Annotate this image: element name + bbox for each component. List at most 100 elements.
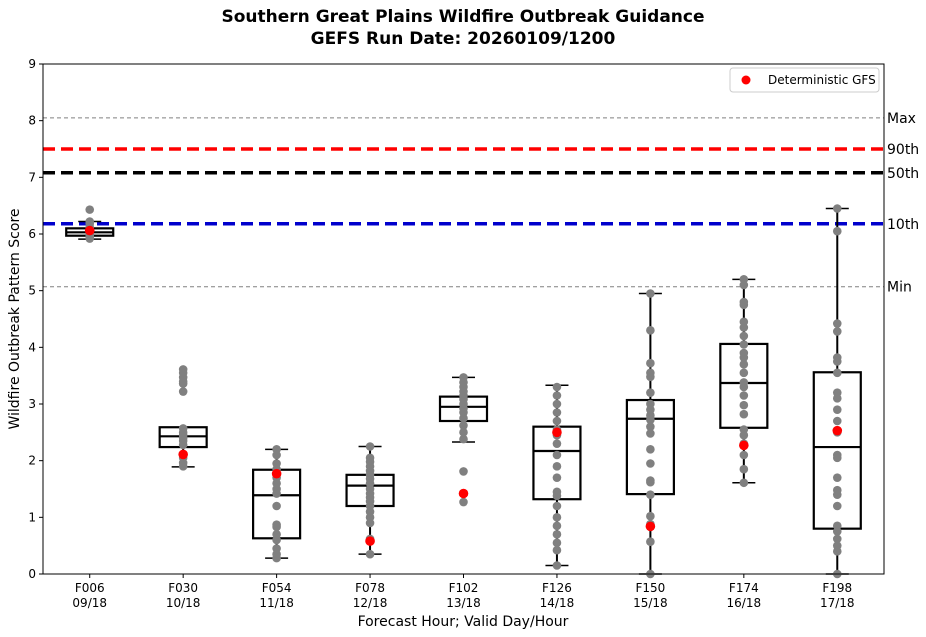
deterministic-gfs-point (365, 536, 375, 546)
ensemble-member-point (739, 382, 749, 392)
ensemble-member-point (832, 357, 842, 366)
ensemble-member-point (272, 450, 281, 460)
x-tick-hour: F102 (449, 581, 479, 595)
ensemble-member-point (552, 450, 562, 460)
x-tick-hour: F198 (822, 581, 852, 595)
ensemble-member-point (832, 490, 842, 499)
ensemble-member-point (459, 413, 468, 423)
ensemble-member-point (832, 394, 842, 403)
ensemble-member-point (739, 360, 749, 369)
ensemble-member-point (646, 326, 655, 335)
y-tick-label: 7 (28, 170, 36, 184)
ensemble-member-point (646, 511, 655, 521)
ensemble-member-point (552, 545, 562, 555)
box-f006 (65, 205, 115, 243)
ensemble-member-point (552, 382, 562, 392)
ensemble-member-point (832, 473, 842, 482)
ensemble-member-point (178, 379, 188, 388)
y-tick-label: 0 (28, 567, 36, 581)
ensemble-member-point (272, 501, 281, 511)
ensemble-member-point (739, 323, 749, 332)
x-tick-valid: 15/18 (633, 596, 668, 610)
chart-title: Southern Great Plains Wildfire Outbreak … (222, 7, 705, 27)
ensemble-member-point (272, 489, 281, 498)
ensemble-member-point (552, 439, 562, 448)
x-tick-valid: 16/18 (727, 596, 762, 610)
ensemble-member-point (739, 400, 749, 410)
ensemble-member-point (739, 391, 749, 400)
ensemble-member-point (646, 445, 655, 454)
ensemble-member-point (178, 462, 188, 471)
y-tick-label: 3 (28, 397, 36, 411)
ensemble-member-point (365, 442, 375, 451)
x-tick-valid: 17/18 (820, 596, 855, 610)
ensemble-member-point (552, 561, 562, 570)
ensemble-member-point (832, 527, 842, 536)
ensemble-member-point (646, 422, 655, 431)
ensemble-member-point (459, 467, 468, 476)
deterministic-gfs-point (552, 427, 562, 438)
deterministic-gfs-point (739, 440, 749, 451)
ensemble-member-point (552, 462, 562, 471)
y-tick-label: 9 (28, 57, 36, 71)
box-f150 (625, 289, 675, 579)
reference-label-90th: 90th (887, 142, 919, 158)
ensemble-member-point (459, 497, 468, 507)
ensemble-member-point (552, 416, 562, 426)
deterministic-gfs-point (832, 425, 843, 436)
ensemble-member-point (739, 450, 749, 460)
x-tick-valid: 09/18 (72, 596, 107, 610)
ensemble-member-point (739, 280, 749, 290)
ensemble-member-point (832, 327, 842, 336)
deterministic-gfs-point (458, 488, 469, 499)
plot-frame (42, 63, 885, 575)
box-plots (65, 204, 862, 579)
box-f102 (438, 373, 489, 507)
ensemble-member-point (365, 549, 375, 559)
ensemble-member-point (739, 331, 749, 341)
ensemble-member-point (832, 547, 842, 556)
ensemble-member-point (552, 408, 562, 417)
reference-label-min: Min (887, 280, 912, 296)
ensemble-member-point (85, 205, 95, 214)
ensemble-member-point (552, 513, 562, 522)
x-tick-hour: F078 (355, 581, 385, 595)
reference-label-50th: 50th (887, 166, 919, 182)
y-tick-label: 6 (28, 227, 36, 241)
ensemble-member-point (832, 204, 842, 213)
ensemble-member-point (832, 416, 842, 426)
x-tick-hour: F006 (75, 581, 105, 595)
x-tick-hour: F174 (729, 581, 759, 595)
reference-label-10th: 10th (887, 217, 919, 233)
ensemble-member-point (832, 405, 842, 414)
box-f078 (345, 442, 395, 559)
ensemble-member-point (739, 464, 749, 474)
ensemble-member-point (832, 453, 842, 463)
x-tick-valid: 13/18 (446, 596, 481, 610)
ensemble-member-point (459, 421, 468, 430)
ensemble-member-point (365, 518, 375, 528)
x-tick-valid: 11/18 (259, 596, 294, 610)
chart-subtitle: GEFS Run Date: 20260109/1200 (311, 29, 616, 49)
ensemble-member-point (832, 501, 842, 511)
ensemble-member-point (646, 289, 655, 298)
ensemble-member-point (832, 368, 842, 378)
x-tick-valid: 10/18 (166, 596, 201, 610)
deterministic-gfs-point (271, 468, 282, 479)
ensemble-member-point (272, 553, 281, 563)
ensemble-member-point (739, 409, 749, 419)
ensemble-member-point (552, 391, 562, 400)
ensemble-member-point (552, 521, 562, 531)
ensemble-member-point (646, 477, 655, 487)
legend-marker-deterministic (741, 75, 751, 85)
ensemble-member-point (552, 501, 562, 511)
box-f054 (252, 445, 302, 563)
ensemble-member-point (646, 459, 655, 468)
ensemble-member-point (739, 300, 749, 310)
reference-lines: Max 90th 50th 10th Min (43, 111, 919, 296)
ensemble-member-point (178, 440, 188, 450)
ensemble-member-point (832, 534, 842, 544)
ensemble-member-point (646, 490, 655, 499)
y-tick-label: 2 (28, 454, 36, 468)
